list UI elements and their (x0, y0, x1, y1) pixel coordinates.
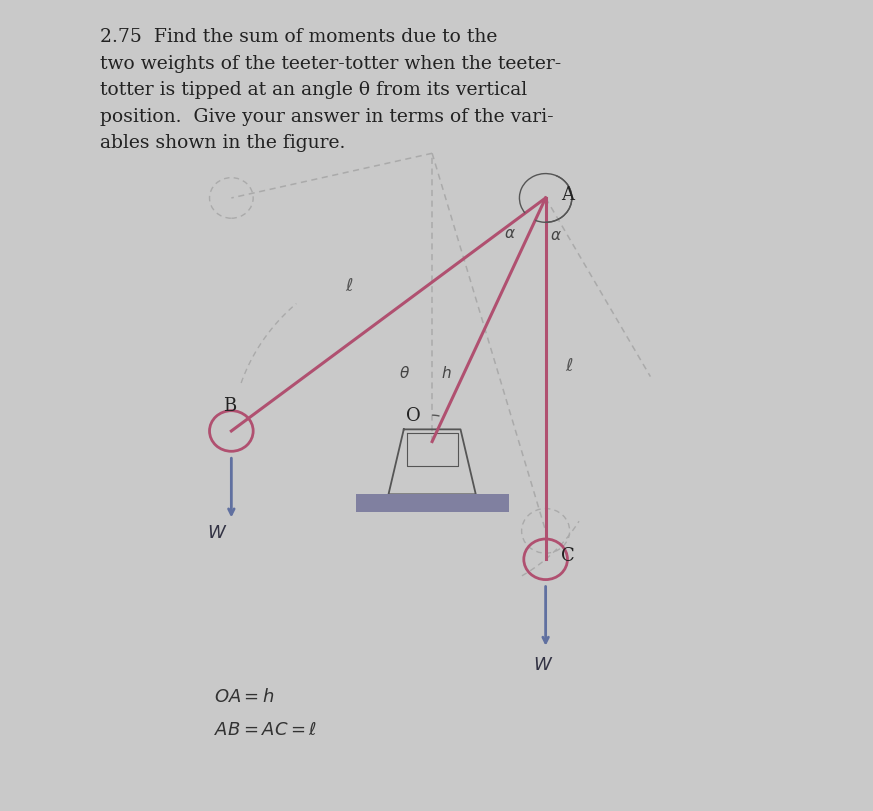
Text: $\ell$: $\ell$ (565, 357, 574, 375)
Text: $W$: $W$ (207, 523, 227, 541)
Text: $AB = AC = \ell$: $AB = AC = \ell$ (214, 720, 317, 738)
Text: $\alpha$: $\alpha$ (550, 228, 562, 242)
Bar (356, 495, 508, 513)
Text: $\theta$: $\theta$ (399, 364, 410, 380)
Text: $h$: $h$ (441, 364, 451, 380)
Text: $\alpha$: $\alpha$ (504, 226, 516, 241)
Text: A: A (561, 186, 574, 204)
Text: O: O (406, 406, 421, 424)
Text: $\ell$: $\ell$ (345, 277, 354, 294)
Text: 2.75  Find the sum of moments due to the
two weights of the teeter-totter when t: 2.75 Find the sum of moments due to the … (100, 28, 561, 152)
Text: $W$: $W$ (533, 655, 553, 673)
Text: $OA = h$: $OA = h$ (214, 688, 275, 706)
Text: B: B (223, 397, 236, 414)
Text: C: C (561, 547, 575, 564)
